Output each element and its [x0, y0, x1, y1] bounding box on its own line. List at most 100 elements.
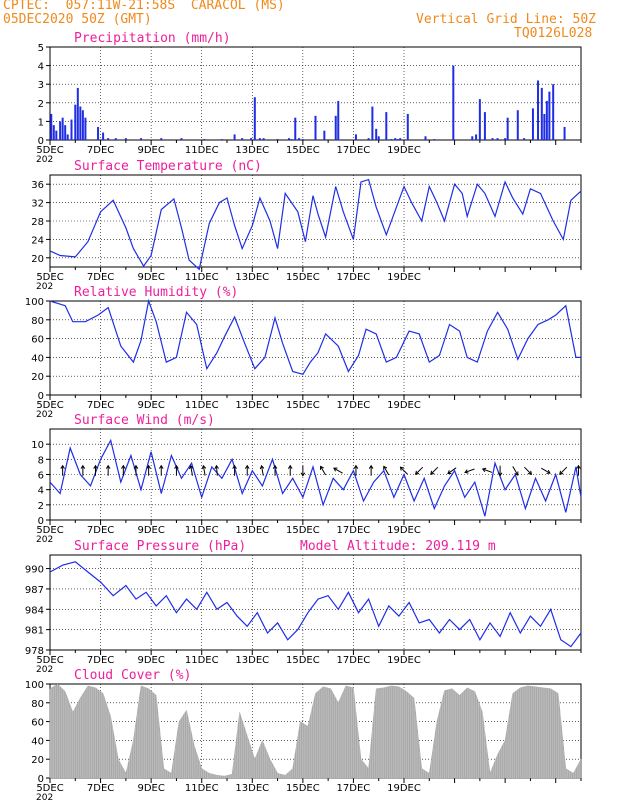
wind-arrow-head [60, 464, 65, 469]
wind-arrow [215, 465, 218, 476]
wind-arrow-head [174, 464, 179, 469]
wind-arrow-head [319, 465, 324, 470]
wind-arrow [464, 468, 475, 473]
y-tick-label: 40 [31, 736, 44, 747]
x-year-label: 202 [36, 793, 53, 800]
precipitation-title: Precipitation (mm/h) [74, 31, 231, 46]
precip-bar [294, 117, 297, 140]
wind-arrow-head [287, 464, 293, 469]
precip-bar [390, 139, 393, 140]
precip-bar [241, 138, 244, 140]
y-tick-label: 4 [38, 62, 44, 73]
precip-bar [552, 84, 555, 140]
precip-bar [377, 136, 380, 140]
surface-pressure-frame [49, 554, 582, 651]
wind-arrow [202, 465, 206, 476]
x-tick-label: 9DEC [137, 272, 164, 283]
x-tick-label: 13DEC [235, 783, 269, 794]
y-tick-label: 0 [38, 516, 44, 527]
precip-bar [399, 138, 402, 140]
wind-arrow-head [497, 472, 503, 477]
wind-arrow [559, 466, 568, 475]
precip-bar [160, 138, 163, 140]
precip-bar [334, 115, 337, 140]
x-tick-label: 15DEC [286, 655, 320, 666]
precip-bar [50, 113, 53, 140]
precip-bar [84, 117, 87, 140]
precip-bar [563, 126, 566, 140]
precip-bar [516, 110, 519, 140]
wind-arrow [190, 465, 193, 476]
precip-bar [262, 138, 265, 140]
precip-bar [233, 134, 236, 140]
precip-bar [371, 106, 374, 140]
precip-bar [55, 130, 58, 140]
wind-arrow-head [300, 472, 306, 477]
wind-arrow-head [244, 464, 250, 469]
y-tick-label: 32 [31, 199, 44, 210]
precip-bar [506, 117, 509, 140]
precip-bar [140, 138, 143, 140]
precip-bar [81, 110, 84, 140]
wind-arrow-head [272, 464, 278, 469]
precip-bar [531, 108, 534, 140]
run-code: TQ0126L028 [514, 26, 593, 41]
precip-bar [74, 104, 77, 140]
y-tick-label: 0 [38, 774, 44, 785]
x-tick-label: 5DEC [36, 655, 63, 666]
relative-humidity-panel [46, 298, 582, 400]
wind-arrow-head [481, 467, 487, 473]
precip-bar [102, 132, 105, 140]
wind-arrow [482, 468, 493, 473]
x-tick-label: 19DEC [387, 783, 421, 794]
precip-bar [66, 134, 69, 140]
precip-bar [114, 138, 117, 140]
surface-temperature-panel [46, 174, 582, 272]
wind-arrow [400, 466, 408, 475]
precip-bar [367, 138, 370, 140]
precip-bar [52, 125, 55, 140]
precip-bar [548, 91, 551, 140]
precip-bar [314, 115, 317, 140]
x-tick-label: 17DEC [337, 272, 371, 283]
precip-bar [545, 100, 548, 140]
x-year-label: 202 [36, 155, 53, 165]
wind-arrow-head [514, 471, 519, 476]
y-tick-label: 28 [31, 217, 44, 228]
y-tick-label: 24 [31, 235, 44, 246]
wind-arrow [430, 466, 439, 475]
wind-arrow [320, 466, 327, 476]
y-tick-label: 990 [25, 565, 44, 576]
y-tick-label: 20 [31, 372, 44, 383]
precip-bar [253, 97, 256, 140]
surface-pressure-annotation: Model Altitude: 209.119 m [300, 539, 496, 554]
header-line-1: CPTEC: 057:11W-21:58S CARACOL (MS) [3, 0, 285, 13]
x-tick-label: 11DEC [185, 400, 219, 411]
y-tick-label: 20 [31, 254, 44, 265]
precip-bar [301, 139, 304, 140]
y-tick-label: 100 [25, 680, 44, 691]
precip-bar [354, 134, 357, 140]
precip-bar [298, 138, 301, 140]
x-tick-label: 19DEC [387, 272, 421, 283]
wind-arrow [447, 467, 457, 474]
x-tick-label: 7DEC [87, 400, 114, 411]
precip-bar [496, 138, 499, 140]
surface-pressure-title: Surface Pressure (hPa) [74, 539, 246, 554]
wind-arrow-head [414, 470, 420, 475]
precip-bar [203, 139, 206, 140]
precip-bar [107, 138, 110, 140]
x-tick-label: 15DEC [286, 783, 320, 794]
wind-arrow-head [80, 464, 86, 469]
wind-arrow-head [353, 464, 359, 469]
wind-arrow [333, 467, 343, 474]
precip-bar [537, 80, 540, 140]
precip-bar [64, 125, 67, 140]
y-tick-label: 3 [38, 80, 44, 91]
x-tick-label: 13DEC [235, 525, 269, 536]
y-tick-label: 80 [31, 699, 44, 710]
x-year-label: 202 [36, 535, 53, 545]
wind-arrow [541, 467, 551, 474]
y-tick-label: 40 [31, 353, 44, 364]
